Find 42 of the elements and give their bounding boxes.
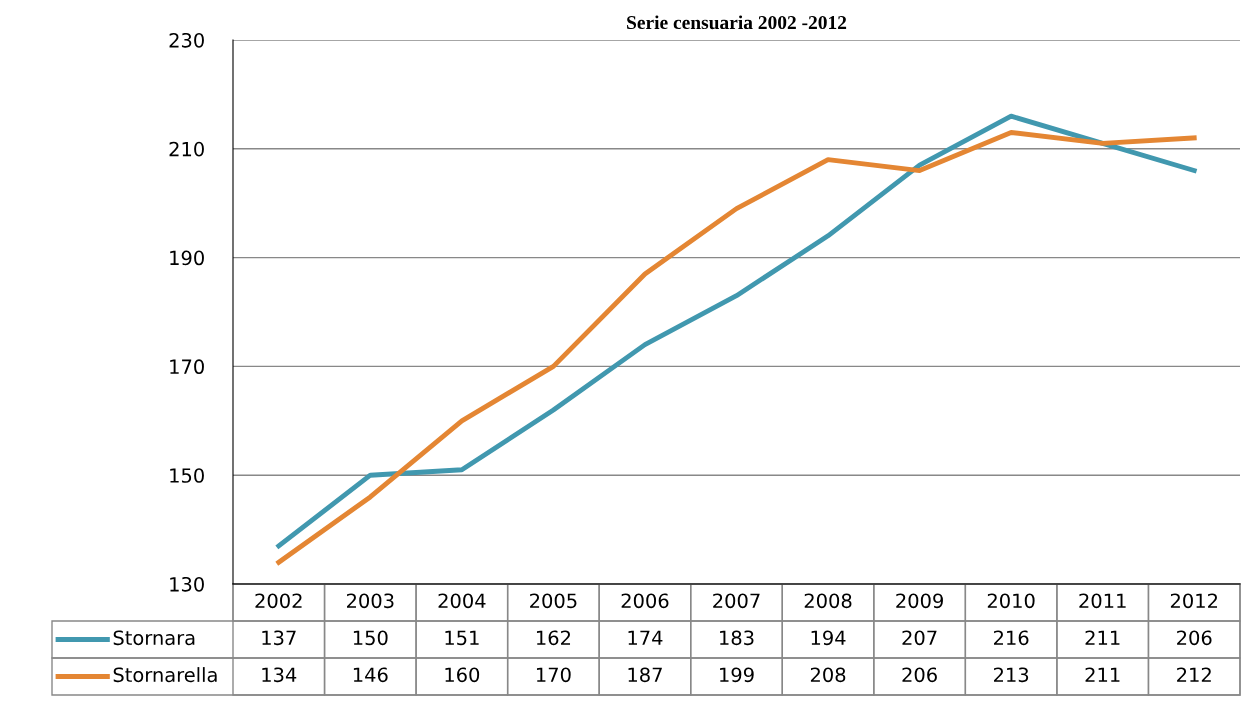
data-label: 211 [1085,667,1120,682]
y-tick-label: 130 [170,576,204,592]
data-label: 206 [1177,630,1212,646]
x-tick-label: 2004 [438,593,486,609]
data-label: 160 [445,667,480,683]
x-tick-label: 2008 [804,593,852,609]
x-tick-label: 2005 [530,593,577,609]
data-label: 183 [720,630,754,646]
data-label: 151 [445,630,479,646]
data-label: 137 [262,630,296,646]
data-label: 211 [1085,630,1120,645]
y-tick-label: 210 [169,141,204,157]
data-label: 216 [994,630,1029,646]
data-label: 150 [353,630,388,646]
x-tick-label: 2009 [896,593,943,609]
x-tick-label: 2006 [621,593,669,609]
data-label: 206 [902,667,937,683]
x-tick-label: 2003 [347,593,394,609]
data-label: 207 [902,630,937,646]
data-label: 170 [536,667,571,683]
data-label: 146 [353,667,388,683]
x-tick-label: 2007 [713,593,760,609]
data-label: 213 [994,667,1029,683]
data-label: 199 [720,667,754,683]
legend-label: Stornara [113,630,195,646]
data-label: 208 [810,667,846,683]
x-tick-label: 2002 [255,593,302,609]
y-tick-label: 230 [169,32,204,48]
data-label: 194 [811,630,846,646]
data-label: 174 [628,630,663,645]
y-tick-label: 150 [170,468,204,483]
y-tick-label: 190 [170,250,204,266]
data-label: 134 [262,667,297,683]
data-label: 212 [1177,667,1211,682]
data-label: 162 [536,630,571,646]
x-tick-label: 2012 [1170,593,1218,609]
chart-title: Serie censuaria 2002 -2012 [627,15,847,30]
x-tick-label: 2010 [987,593,1035,609]
data-label: 187 [628,667,662,683]
x-tick-label: 2011 [1079,593,1126,609]
y-tick-label: 170 [170,359,204,375]
legend-label: Stornarella [113,667,217,683]
